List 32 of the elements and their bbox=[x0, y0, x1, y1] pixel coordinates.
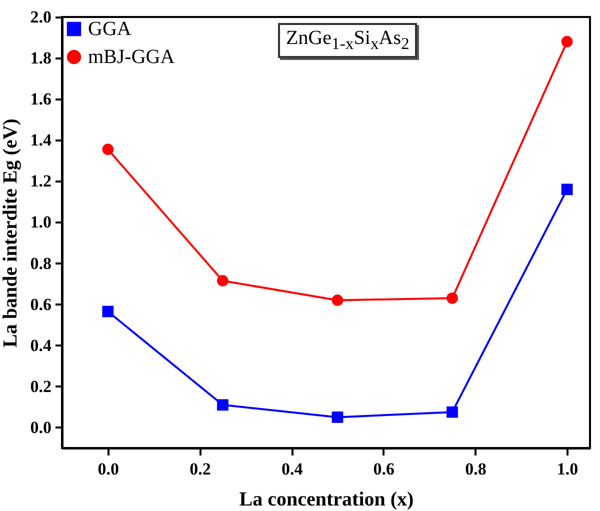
point bbox=[332, 412, 344, 423]
x-tick-label: 0.6 bbox=[373, 460, 395, 478]
point bbox=[216, 399, 228, 411]
y-tick-label: 1.8 bbox=[30, 48, 52, 68]
point bbox=[102, 306, 114, 318]
y-tick-label: 0.2 bbox=[30, 376, 52, 396]
point bbox=[446, 406, 458, 418]
y-tick-label: 0.8 bbox=[30, 254, 52, 273]
point bbox=[561, 36, 573, 48]
point bbox=[446, 292, 458, 304]
legend-label: mBJ-GGA bbox=[88, 46, 176, 68]
y-tick-label: 1.0 bbox=[30, 212, 52, 232]
point bbox=[216, 275, 228, 286]
point bbox=[561, 184, 573, 196]
y-tick-label: 1.2 bbox=[30, 172, 52, 191]
annotation: ZnGe$_{1-x}$Si$_{x}$As$_{2}$ bbox=[278, 23, 418, 58]
x-tick-label: 0.4 bbox=[281, 460, 304, 478]
x-tick-label: 1.0 bbox=[556, 460, 578, 478]
x-tick-label: 0.0 bbox=[98, 460, 120, 478]
y-tick-label: 1.6 bbox=[30, 90, 52, 109]
y-tick-label: 1.4 bbox=[30, 130, 52, 150]
y-tick-label: 0.0 bbox=[30, 418, 52, 437]
point bbox=[102, 144, 114, 156]
y-tick-label: 0.4 bbox=[30, 336, 52, 355]
legend-label: GGA bbox=[88, 18, 132, 40]
y-axis-title: La bande interdite Eg (eV) bbox=[0, 118, 22, 348]
point bbox=[332, 294, 344, 306]
x-tick-label: 0.2 bbox=[190, 460, 211, 478]
y-tick-label: 0.6 bbox=[30, 294, 52, 314]
x-tick-label: 0.8 bbox=[465, 460, 486, 478]
x-axis-title: La concentration (x) bbox=[239, 488, 414, 510]
y-tick-label: 2.0 bbox=[30, 8, 52, 26]
